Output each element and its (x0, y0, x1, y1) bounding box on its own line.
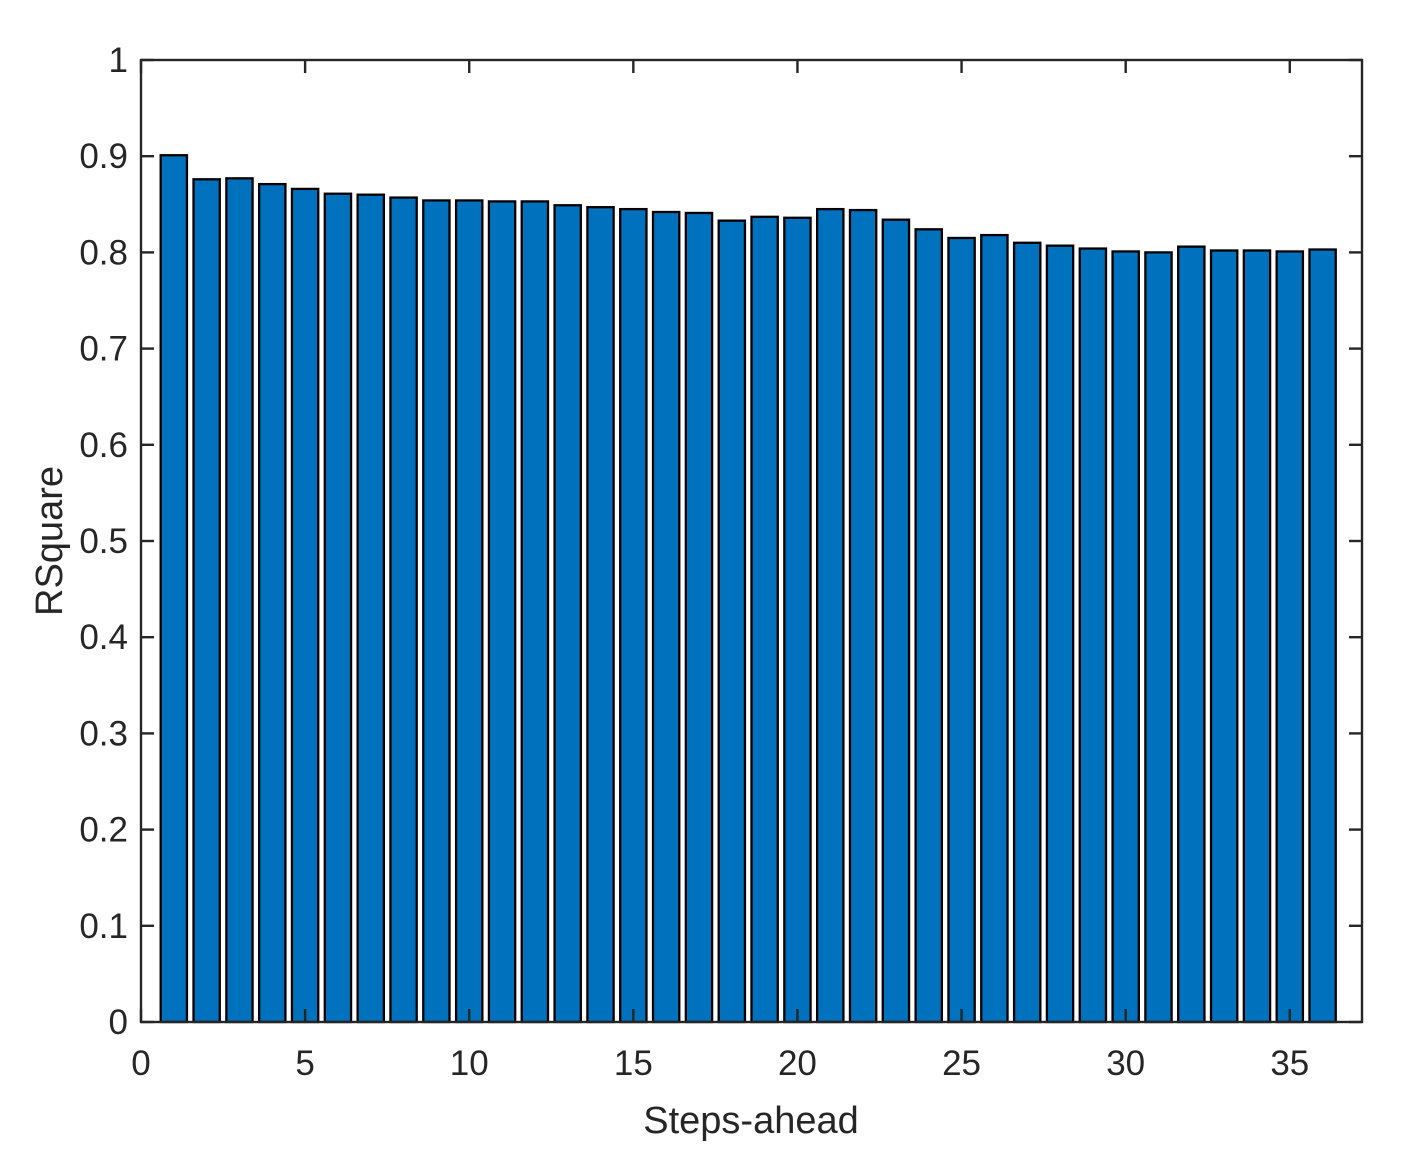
bar-step-27 (1012, 241, 1042, 1024)
y-tick-label: 0.7 (79, 330, 128, 369)
bar-step-31 (1144, 251, 1173, 1024)
x-tick-label: 5 (295, 1044, 314, 1083)
bar-step-34 (1242, 249, 1272, 1024)
bar-step-9 (422, 199, 451, 1024)
bar-step-32 (1177, 245, 1206, 1024)
x-tick-label: 20 (778, 1044, 817, 1083)
y-tick-label: 0.1 (79, 907, 128, 946)
bar-step-29 (1078, 247, 1108, 1024)
y-tick-label: 0.6 (79, 426, 128, 465)
bar-step-3 (225, 177, 254, 1024)
x-axis-label: Steps-ahead (643, 1100, 859, 1142)
bar-step-33 (1209, 249, 1239, 1024)
bar-step-20 (783, 216, 812, 1024)
bar-step-11 (487, 200, 517, 1024)
bar-step-28 (1045, 244, 1075, 1024)
y-tick-label: 0.2 (79, 811, 128, 850)
y-tick-label: 0.5 (79, 522, 128, 561)
bar-step-22 (848, 208, 878, 1024)
y-tick-label: 1 (109, 41, 128, 80)
ticks-group (139, 58, 1362, 1024)
y-tick-label: 0 (109, 1003, 128, 1042)
bar-step-12 (520, 200, 550, 1024)
bars-group (159, 154, 1337, 1024)
bar-step-23 (881, 218, 911, 1024)
x-tick-label: 15 (614, 1044, 653, 1083)
bar-step-35 (1275, 250, 1305, 1024)
bar-step-24 (914, 228, 944, 1024)
bar-step-8 (389, 196, 418, 1024)
tick-labels-group: 0 5 10 15 20 25 30 35 0 0.1 0.2 0.3 0.4 0.5 0.6 0.7 0.8 0… (79, 41, 1309, 1083)
bar-step-21 (816, 207, 845, 1024)
x-tick-label: 10 (450, 1044, 489, 1083)
y-tick-label: 0.9 (79, 137, 128, 176)
bar-step-10 (454, 199, 484, 1024)
x-tick-label: 35 (1270, 1044, 1309, 1083)
bar-step-18 (717, 219, 747, 1024)
bar-step-15 (619, 207, 648, 1024)
bar-step-36 (1308, 248, 1337, 1024)
y-axis-label: RSquare (29, 466, 71, 616)
bar-step-16 (651, 210, 681, 1024)
bar-step-17 (684, 211, 714, 1024)
bar-step-7 (356, 193, 386, 1024)
bar-step-1 (159, 154, 189, 1024)
x-tick-label: 30 (1106, 1044, 1145, 1083)
bar-step-5 (290, 187, 320, 1024)
bar-step-13 (553, 204, 582, 1024)
x-tick-label: 25 (942, 1044, 981, 1083)
bar-step-4 (258, 182, 287, 1024)
bar-step-25 (947, 236, 976, 1024)
bar-step-2 (192, 178, 221, 1024)
bar-step-26 (980, 233, 1009, 1024)
bar-step-6 (323, 192, 353, 1024)
y-tick-label: 0.8 (79, 233, 128, 272)
y-tick-label: 0.3 (79, 714, 128, 753)
bar-step-30 (1111, 250, 1140, 1024)
y-tick-label: 0.4 (79, 618, 128, 657)
bar-step-14 (586, 206, 615, 1024)
bar-step-19 (750, 215, 779, 1024)
x-tick-label: 0 (131, 1044, 150, 1083)
